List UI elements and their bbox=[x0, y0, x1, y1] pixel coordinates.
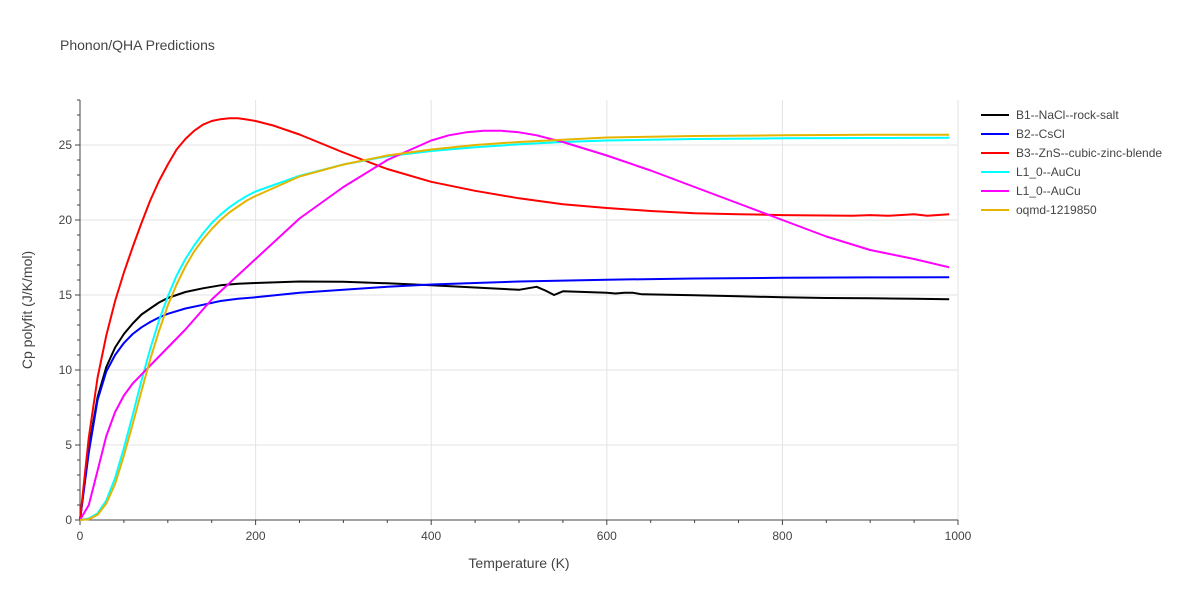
y-axis-label: Cp polyfit (J/K/mol) bbox=[19, 251, 35, 369]
legend-label: B2--CsCl bbox=[1016, 127, 1065, 141]
legend-label: L1_0--AuCu bbox=[1016, 165, 1081, 179]
series-line bbox=[79, 133, 950, 521]
legend-item[interactable]: L1_0--AuCu bbox=[981, 165, 1081, 179]
legend-label: B1--NaCl--rock-salt bbox=[1016, 108, 1119, 122]
y-tick-label: 15 bbox=[59, 288, 73, 302]
x-tick-label: 400 bbox=[421, 529, 441, 543]
series-layer bbox=[79, 117, 950, 521]
legend-label: L1_0--AuCu bbox=[1016, 184, 1081, 198]
series-line bbox=[79, 276, 950, 521]
x-axis-label: Temperature (K) bbox=[468, 555, 569, 571]
legend-item[interactable]: B3--ZnS--cubic-zinc-blende bbox=[981, 146, 1162, 160]
y-tick-label: 20 bbox=[59, 213, 73, 227]
legend[interactable]: B1--NaCl--rock-salt B2--CsCl B3--ZnS--cubi… bbox=[981, 108, 1162, 217]
grid-layer bbox=[80, 100, 959, 520]
axes-layer: 0 200 400 600 800 1000 0 5 10 15 20 25 bbox=[59, 99, 972, 543]
series-line bbox=[79, 136, 950, 521]
legend-item[interactable]: B2--CsCl bbox=[981, 127, 1065, 141]
x-tick-label: 600 bbox=[597, 529, 617, 543]
x-tick-label: 800 bbox=[772, 529, 792, 543]
y-tick-label: 10 bbox=[59, 363, 73, 377]
x-tick-label: 1000 bbox=[945, 529, 972, 543]
legend-label: oqmd-1219850 bbox=[1016, 203, 1097, 217]
y-tick-label: 25 bbox=[59, 138, 73, 152]
series-line bbox=[79, 117, 950, 521]
x-tick-label: 200 bbox=[246, 529, 266, 543]
legend-item[interactable]: oqmd-1219850 bbox=[981, 203, 1097, 217]
chart-title: Phonon/QHA Predictions bbox=[60, 37, 215, 53]
y-tick-label: 0 bbox=[65, 513, 72, 527]
series-line bbox=[79, 280, 950, 521]
legend-label: B3--ZnS--cubic-zinc-blende bbox=[1016, 146, 1162, 160]
legend-item[interactable]: L1_0--AuCu bbox=[981, 184, 1081, 198]
y-tick-label: 5 bbox=[65, 438, 72, 452]
legend-item[interactable]: B1--NaCl--rock-salt bbox=[981, 108, 1119, 122]
x-tick-label: 0 bbox=[77, 529, 84, 543]
series-line bbox=[79, 129, 950, 521]
